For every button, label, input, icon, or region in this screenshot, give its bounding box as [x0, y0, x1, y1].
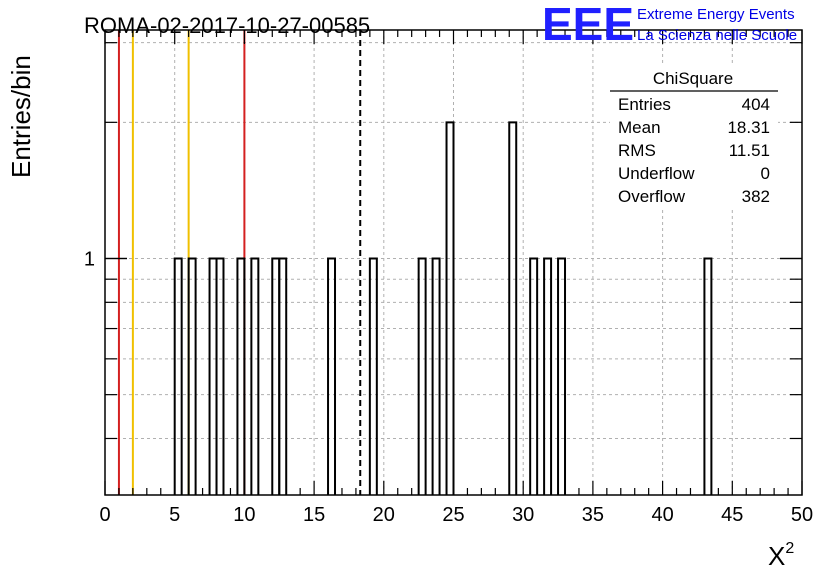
histogram-bar	[208, 257, 218, 495]
stats-row-value: 404	[742, 95, 770, 114]
x-tick-label: 10	[233, 504, 255, 526]
x-tick-label: 5	[169, 504, 180, 526]
stats-row-label: Mean	[618, 118, 661, 137]
x-tick-label: 20	[373, 504, 395, 526]
y-axis-label: Entries/bin	[6, 55, 36, 178]
histogram-bar	[327, 257, 337, 495]
histogram-bar	[431, 257, 441, 495]
stats-row-label: Overflow	[618, 187, 686, 206]
x-tick-label: 45	[721, 504, 743, 526]
y-tick-label: 1	[84, 248, 95, 270]
x-tick-label: 35	[582, 504, 604, 526]
x-tick-label: 50	[791, 504, 813, 526]
stats-title: ChiSquare	[653, 69, 733, 88]
histogram-bar	[543, 257, 553, 495]
tick-labels: 0 5 10 15 20 25 30 35 40 45 50 1	[84, 248, 813, 526]
stats-row-value: 0	[761, 164, 770, 183]
histogram-bar	[557, 257, 567, 495]
histogram-bar	[368, 257, 378, 495]
x-axis-label-base: X	[768, 541, 785, 571]
histogram-bar	[529, 257, 539, 495]
stats-row-value: 382	[742, 187, 770, 206]
histogram-bar	[703, 257, 713, 495]
axis-ticks	[104, 30, 803, 495]
chart-title: ROMA-02-2017-10-27-00585	[84, 13, 370, 38]
stats-row-label: RMS	[618, 141, 656, 160]
stats-rows: Entries 404 Mean 18.31 RMS 11.51 Underflow 0 Ove…	[618, 95, 770, 206]
stats-row-label: Underflow	[618, 164, 695, 183]
stats-row-value: 18.31	[727, 118, 770, 137]
logo-line-2: La Scienza nelle Scuole	[637, 27, 797, 44]
histogram-bar	[278, 257, 288, 495]
reference-lines	[117, 30, 362, 495]
stats-row-value: 11.51	[729, 141, 770, 160]
x-tick-label: 15	[303, 504, 325, 526]
histogram-bar	[271, 257, 281, 495]
histogram-bar	[187, 257, 197, 495]
histogram-bar	[445, 121, 455, 495]
stats-box-background	[610, 66, 778, 208]
eee-logo: EEE Extreme Energy Events La Scienza nel…	[542, 0, 797, 50]
histogram-bar	[508, 121, 518, 495]
logo-mark: EEE	[542, 0, 634, 50]
histogram-bar	[417, 257, 427, 495]
histogram-bar	[250, 257, 260, 495]
x-tick-label: 25	[442, 504, 464, 526]
x-axis-label-superscript: 2	[785, 540, 794, 557]
stats-box: ChiSquare Entries 404 Mean 18.31 RMS 11.51 Und…	[610, 66, 778, 208]
x-axis-label: X2	[768, 540, 794, 571]
stats-row-label: Entries	[618, 95, 671, 114]
histogram-bars	[173, 121, 713, 495]
x-tick-label: 40	[651, 504, 673, 526]
x-tick-label: 30	[512, 504, 534, 526]
histogram-bar	[236, 257, 246, 495]
x-tick-label: 0	[99, 504, 110, 526]
histogram-bar	[215, 257, 225, 495]
histogram-bar	[173, 257, 183, 495]
logo-line-1: Extreme Energy Events	[637, 6, 795, 23]
